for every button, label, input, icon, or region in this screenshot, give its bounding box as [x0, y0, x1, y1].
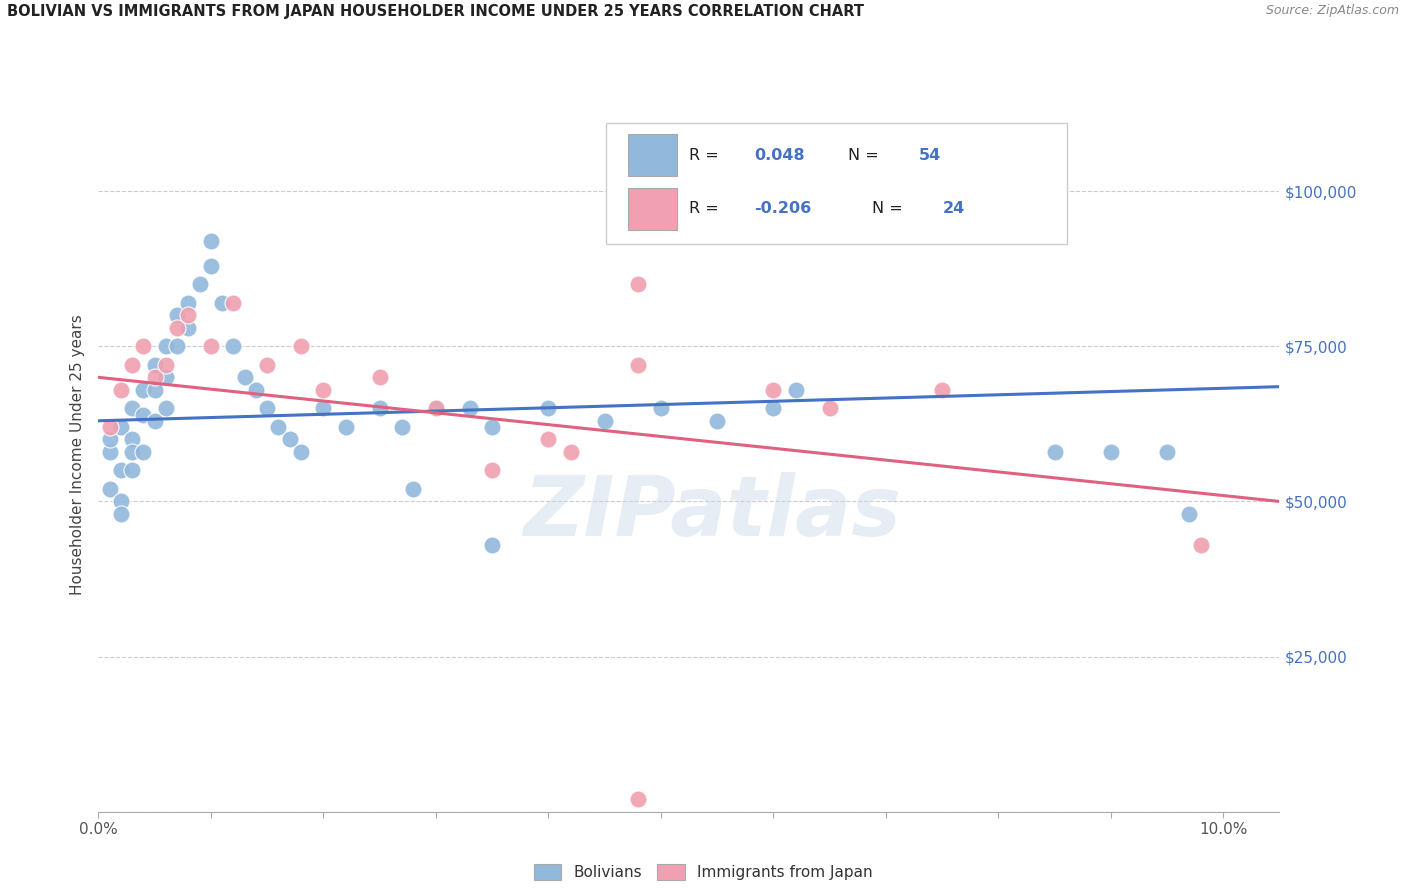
Point [368, 370, 391, 384]
Point [98, 482, 121, 496]
Text: 54: 54 [920, 148, 942, 162]
FancyBboxPatch shape [627, 187, 678, 230]
Point [98, 445, 121, 459]
Point [368, 401, 391, 416]
Point [200, 339, 222, 353]
Point [155, 401, 177, 416]
Point [143, 370, 166, 384]
Point [818, 401, 841, 416]
Point [155, 370, 177, 384]
Point [143, 358, 166, 372]
Point [256, 358, 278, 372]
Point [121, 358, 143, 372]
FancyBboxPatch shape [627, 134, 678, 177]
Point [537, 433, 560, 447]
Point [425, 401, 447, 416]
Point [132, 445, 155, 459]
Point [762, 383, 785, 397]
Point [121, 433, 143, 447]
Text: ZIPatlas: ZIPatlas [523, 472, 901, 552]
Point [155, 339, 177, 353]
Text: N =: N = [872, 202, 908, 216]
Point [211, 296, 233, 310]
Point [267, 420, 290, 434]
Point [290, 445, 312, 459]
Point [785, 383, 807, 397]
Point [166, 339, 188, 353]
Point [132, 339, 155, 353]
Point [188, 277, 211, 292]
Point [121, 401, 143, 416]
Point [278, 433, 301, 447]
Point [593, 414, 616, 428]
Point [177, 296, 200, 310]
Y-axis label: Householder Income Under 25 years: Householder Income Under 25 years [70, 315, 86, 595]
Point [312, 383, 335, 397]
Point [627, 358, 650, 372]
Point [391, 420, 413, 434]
Point [627, 277, 650, 292]
Text: -0.206: -0.206 [754, 202, 811, 216]
Point [132, 383, 155, 397]
Point [1099, 445, 1122, 459]
Point [650, 401, 672, 416]
Text: 0.048: 0.048 [754, 148, 804, 162]
Point [762, 401, 785, 416]
Point [132, 408, 155, 422]
Point [121, 445, 143, 459]
Text: Source: ZipAtlas.com: Source: ZipAtlas.com [1265, 4, 1399, 18]
Point [110, 383, 132, 397]
Point [706, 414, 728, 428]
Point [256, 401, 278, 416]
Point [143, 383, 166, 397]
Point [537, 401, 560, 416]
Point [233, 370, 256, 384]
Point [1043, 445, 1066, 459]
Point [931, 383, 953, 397]
Point [200, 234, 222, 248]
Point [166, 308, 188, 322]
Point [481, 538, 503, 552]
FancyBboxPatch shape [606, 123, 1067, 244]
Point [1189, 538, 1212, 552]
Point [143, 414, 166, 428]
Point [121, 463, 143, 477]
Point [245, 383, 267, 397]
Point [458, 401, 481, 416]
Point [1178, 507, 1201, 521]
Text: R =: R = [689, 202, 724, 216]
Point [290, 339, 312, 353]
Point [177, 308, 200, 322]
Point [200, 259, 222, 273]
Point [627, 792, 650, 806]
Point [425, 401, 447, 416]
Point [98, 433, 121, 447]
Point [110, 420, 132, 434]
Point [1156, 445, 1178, 459]
Point [312, 401, 335, 416]
Legend: Bolivians, Immigrants from Japan: Bolivians, Immigrants from Japan [533, 864, 873, 880]
Point [222, 339, 245, 353]
Point [335, 420, 357, 434]
Text: BOLIVIAN VS IMMIGRANTS FROM JAPAN HOUSEHOLDER INCOME UNDER 25 YEARS CORRELATION : BOLIVIAN VS IMMIGRANTS FROM JAPAN HOUSEH… [7, 4, 865, 20]
Point [222, 296, 245, 310]
Text: 24: 24 [943, 202, 965, 216]
Text: R =: R = [689, 148, 724, 162]
Point [110, 494, 132, 508]
Point [155, 358, 177, 372]
Point [560, 445, 582, 459]
Point [402, 482, 425, 496]
Point [98, 420, 121, 434]
Point [177, 320, 200, 334]
Point [166, 320, 188, 334]
Point [481, 420, 503, 434]
Point [110, 463, 132, 477]
Point [481, 463, 503, 477]
Point [110, 507, 132, 521]
Text: N =: N = [848, 148, 884, 162]
